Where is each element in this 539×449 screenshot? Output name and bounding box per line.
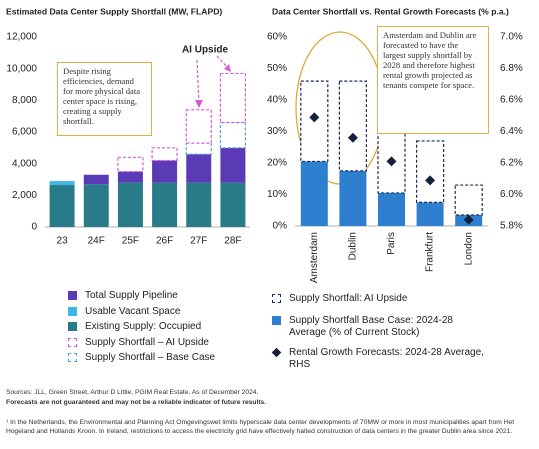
y-tick-label: 8,000 <box>12 95 37 106</box>
y-tick-label: 10,000 <box>6 63 37 74</box>
y-tick-label: 20% <box>267 158 287 169</box>
x-tick-label: 24F <box>88 236 105 247</box>
y2-tick-label: 6.4% <box>500 126 523 137</box>
y-tick-label: 2,000 <box>12 190 37 201</box>
legend-label: Supply Shortfall – Base Case <box>85 352 216 363</box>
x-tick-label: Amsterdam <box>309 232 320 283</box>
x-tick-label: Frankfurt <box>425 232 436 272</box>
bar-segment <box>151 147 178 162</box>
legend-entry: Supply Shortfall – AI Upside <box>68 337 283 349</box>
x-tick-label: 26F <box>156 236 173 247</box>
x-tick-label: 28F <box>224 236 241 247</box>
bar-segment <box>185 109 212 144</box>
legend-swatch <box>68 306 77 316</box>
legend-entry: Supply Shortfall: AI Upside <box>272 293 487 305</box>
y2-tick-label: 6.8% <box>500 63 523 74</box>
x-tick-label: 27F <box>190 236 207 247</box>
bar-segment <box>117 182 143 227</box>
bar-segment <box>83 184 109 227</box>
chart-title: Estimated Data Center Supply Shortfall (… <box>6 6 222 16</box>
bar-segment <box>220 182 246 227</box>
y-tick-label: 10% <box>267 189 287 200</box>
legend-label: Supply Shortfall – AI Upside <box>85 336 209 348</box>
bar-segment <box>219 72 247 124</box>
legend-label: Existing Supply: Occupied <box>85 321 202 332</box>
diamond-marker <box>309 112 320 123</box>
annotation: Despite rising efficiencies, demand for … <box>57 62 152 136</box>
legend-swatch <box>68 353 77 362</box>
bar-segment <box>49 185 75 227</box>
bar-segment <box>117 156 144 173</box>
callout: AI Upside <box>182 45 229 56</box>
y-tick-label: 6,000 <box>12 127 37 138</box>
bar-segment <box>338 80 367 172</box>
bar-segment <box>49 181 75 186</box>
bar-segment <box>220 147 246 183</box>
chart-title: Data Center Shortfall vs. Rental Growth … <box>272 6 509 16</box>
legend-swatch <box>68 337 77 347</box>
legend-label: Total Supply Pipeline <box>85 290 178 301</box>
y-tick-label: 0 <box>31 222 37 233</box>
legend-swatch <box>272 316 281 325</box>
y-tick-label: 40% <box>267 95 287 106</box>
x-tick-label: 25F <box>122 236 139 247</box>
legend-swatch <box>272 294 281 303</box>
legend-swatch <box>271 347 282 358</box>
y-tick-label: 30% <box>267 126 287 137</box>
y2-tick-label: 6.2% <box>500 158 523 169</box>
y-tick-label: 12,000 <box>6 32 37 43</box>
x-tick-label: 23 <box>57 236 69 247</box>
diamond-marker <box>463 214 474 225</box>
diamond-marker <box>386 156 397 167</box>
bar-segment <box>152 182 178 227</box>
y-tick-label: 4,000 <box>12 158 37 169</box>
bar-segment <box>186 154 212 183</box>
callout-arrow <box>196 59 200 105</box>
legend-entry: Rental Growth Forecasts: 2024-28 Average… <box>271 347 487 371</box>
diamond-marker <box>347 132 358 143</box>
bar-segment <box>152 160 178 183</box>
legend-entry: Usable Vacant Space <box>68 306 283 318</box>
x-tick-label: London <box>463 232 474 265</box>
y-tick-label: 60% <box>267 32 287 43</box>
callout-arrow <box>216 55 229 69</box>
x-tick-label: Paris <box>386 232 397 255</box>
legend-label: Usable Vacant Space <box>85 305 181 317</box>
x-tick-label: Dublin <box>348 232 359 260</box>
bar-segment <box>378 192 405 226</box>
y2-tick-label: 5.8% <box>500 221 523 232</box>
bar-segment <box>185 142 212 155</box>
footnote: ¹ In the Netherlands, the Environmental … <box>6 419 515 435</box>
legend-label: Supply Shortfall: AI Upside <box>289 293 408 304</box>
bar-segment <box>186 182 212 227</box>
y-tick-label: 50% <box>267 63 287 74</box>
legend-entry: Supply Shortfall – Base Case <box>68 352 283 364</box>
bar-segment <box>300 161 328 226</box>
disclaimer: Forecasts are not guaranteed and may not… <box>6 399 267 406</box>
arrow-head <box>224 64 231 72</box>
arrow-head <box>195 100 203 108</box>
y2-tick-label: 6.0% <box>500 189 523 200</box>
legend-entry: Supply Shortfall Base Case: 2024-28 Aver… <box>272 315 487 339</box>
diamond-marker <box>425 175 436 186</box>
y2-tick-label: 6.6% <box>500 95 523 106</box>
bar-segment <box>416 140 445 203</box>
bar-segment <box>117 171 143 183</box>
legend-swatch <box>68 322 77 331</box>
bar-segment <box>339 170 367 226</box>
bar-segment <box>83 174 109 185</box>
y2-tick-label: 7.0% <box>500 32 523 43</box>
legend-entry: Existing Supply: Occupied <box>68 321 283 333</box>
legend-label: Rental Growth Forecasts: 2024-28 Average… <box>289 347 484 370</box>
bar-segment <box>454 184 483 216</box>
bar-segment <box>219 121 247 149</box>
legend-label: Supply Shortfall Base Case: 2024-28 Aver… <box>289 315 453 338</box>
annotation: Amsterdam and Dublin are forecasted to h… <box>377 26 489 134</box>
legend-swatch <box>68 291 77 300</box>
y-tick-label: 0% <box>273 221 288 232</box>
bar-segment <box>416 202 444 226</box>
legend-entry: Total Supply Pipeline <box>68 290 283 302</box>
sources: Sources: JLL, Green Street, Arthur D Lit… <box>6 389 259 396</box>
